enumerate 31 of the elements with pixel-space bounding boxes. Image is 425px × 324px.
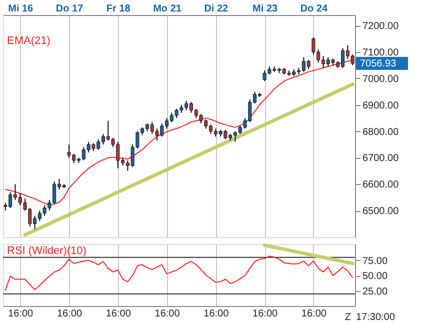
x-tick-label: Mi 16 — [8, 4, 34, 14]
x-tick-label: 16:00 — [204, 308, 230, 320]
y-tick-label: 6800.00 — [362, 126, 400, 138]
text: 17:30:00 — [356, 312, 396, 323]
x-tick-label: 16:00 — [154, 308, 180, 320]
y-tick-label: 7100.00 — [362, 48, 400, 58]
y-tick-label: 6700.00 — [362, 153, 400, 164]
text: 7056.93 — [360, 58, 397, 70]
x-tick-label: 16:00 — [8, 308, 34, 320]
y-tick-label: 7000.00 — [362, 74, 400, 85]
y-tick-label: 7200.00 — [362, 21, 400, 32]
x-tick-label: Mo 21 — [153, 4, 182, 14]
y-tick-label: 25.00 — [362, 286, 388, 298]
y-tick-label: 6600.00 — [362, 180, 400, 191]
y-tick-label: 6900.00 — [362, 100, 400, 112]
text: Z — [344, 312, 351, 323]
x-tick-label: 16:00 — [252, 308, 278, 320]
x-tick-label: 16:00 — [56, 308, 82, 320]
y-tick-label: 50.00 — [362, 271, 388, 282]
x-tick-label: Mi 23 — [252, 4, 278, 14]
y-tick-label: 75.00 — [362, 256, 388, 267]
x-tick-label: 16:00 — [301, 308, 327, 320]
x-tick-label: Fr 18 — [106, 4, 131, 14]
x-tick-label: Do 24 — [300, 4, 328, 14]
x-tick-label: 16:00 — [106, 308, 132, 320]
text: EMA(21) — [7, 35, 50, 47]
series-label: RSI (Wilder)(10) — [7, 245, 86, 257]
x-tick-label: Di 22 — [204, 4, 229, 14]
line-series — [4, 256, 354, 291]
x-tick-label: Do 17 — [56, 4, 84, 14]
y-tick-label: 6500.00 — [362, 206, 400, 218]
